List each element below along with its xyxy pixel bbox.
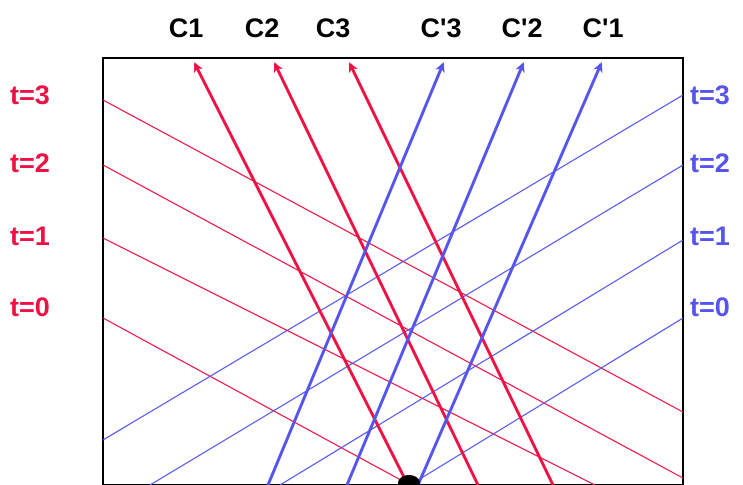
worldline-label-c3prime: C'3 <box>421 13 462 43</box>
red-time-label-t3: t=3 <box>10 80 50 110</box>
worldline-label-c1prime: C'1 <box>583 13 624 43</box>
red-time-line-t0 <box>103 317 411 485</box>
worldline-label-c3: C3 <box>316 13 351 43</box>
red-time-label-t2: t=2 <box>10 148 50 178</box>
blue-time-line-t2 <box>149 164 683 485</box>
blue-time-line-t1 <box>279 239 683 485</box>
blue-worldline-c1prime <box>416 62 603 485</box>
red-worldline-c3 <box>348 62 555 485</box>
red-time-line-t3 <box>103 99 683 413</box>
blue-time-line-t3 <box>103 94 683 441</box>
worldline-label-c2: C2 <box>245 13 280 43</box>
red-time-label-t1: t=1 <box>10 221 50 251</box>
worldline-label-c1: C1 <box>169 13 204 43</box>
red-worldline-c2 <box>273 62 480 485</box>
blue-worldline-c2prime <box>345 62 525 485</box>
worldline-label-c2prime: C'2 <box>502 13 543 43</box>
red-worldline-c1 <box>193 62 410 485</box>
blue-time-label-t0: t=0 <box>690 292 730 322</box>
blue-time-label-t3: t=3 <box>690 80 730 110</box>
red-time-line-t2 <box>103 164 683 479</box>
red-time-label-t0: t=0 <box>10 292 50 322</box>
blue-time-line-t0 <box>409 317 683 485</box>
red-time-line-t1 <box>103 237 596 485</box>
blue-time-label-t2: t=2 <box>690 148 730 178</box>
diagram-frame <box>102 57 684 485</box>
blue-time-label-t1: t=1 <box>690 221 730 251</box>
blue-worldline-c3prime <box>266 62 445 485</box>
origin-event-dot <box>398 475 420 485</box>
